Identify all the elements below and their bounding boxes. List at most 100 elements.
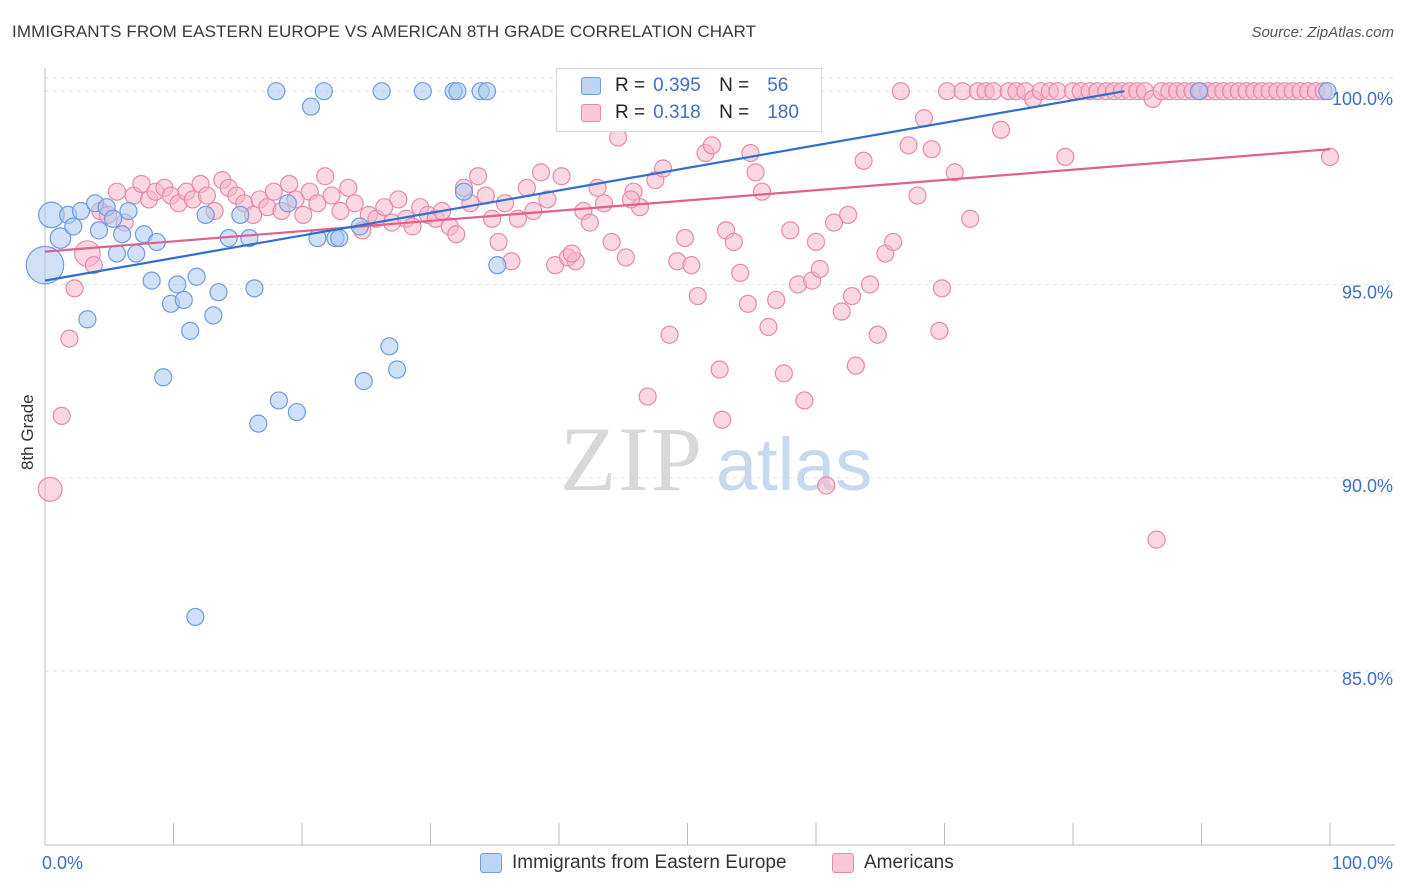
immigrants-point (301, 97, 321, 116)
americans-point (752, 182, 772, 201)
immigrants-point (119, 201, 138, 221)
americans-point (489, 232, 508, 252)
americans-point (682, 256, 701, 275)
series-americans (37, 82, 1340, 549)
immigrants-point (1189, 82, 1209, 101)
immigrants-point (112, 225, 132, 244)
tick-labels: 85.0% 90.0% 95.0% 100.0% 0.0% 100.0% (42, 89, 1393, 873)
americans-point (580, 213, 599, 232)
americans-point (562, 244, 581, 263)
immigrants-point (186, 607, 205, 627)
americans-point (953, 82, 972, 101)
americans-point (961, 209, 980, 228)
americans-point (984, 82, 1003, 101)
legend-n-value: 180 (767, 102, 799, 123)
trend-line-immigrants (44, 90, 1125, 282)
immigrants-point (71, 201, 91, 221)
americans-point (839, 205, 858, 224)
watermark-atlas: atlas (716, 423, 872, 506)
series-legend: Immigrants from Eastern Europe Americans (0, 852, 1406, 880)
americans-point (447, 225, 466, 244)
immigrants-point (187, 267, 206, 286)
legend-r-value: 0.318 (653, 102, 701, 123)
americans-point (759, 317, 778, 337)
legend-r-value: 0.395 (653, 75, 701, 96)
americans-point (713, 410, 732, 429)
immigrants-point (249, 414, 268, 433)
americans-point (594, 194, 614, 213)
immigrants-point (245, 279, 264, 298)
legend-swatch-blue (480, 853, 502, 873)
americans-point (1320, 147, 1340, 167)
source-label: Source: ZipAtlas.com (1251, 24, 1394, 41)
americans-point (653, 159, 673, 178)
watermark-zip: ZIP (560, 408, 704, 510)
y-tick-label: 90.0% (1342, 476, 1393, 496)
americans-point (468, 167, 488, 186)
immigrants-point (477, 82, 497, 101)
y-tick-label: 95.0% (1342, 282, 1393, 302)
immigrants-point (181, 321, 200, 340)
americans-point (810, 259, 829, 279)
americans-point (517, 178, 536, 197)
americans-point (891, 82, 910, 101)
immigrants-point (330, 228, 349, 248)
trend-lines (44, 90, 1331, 282)
immigrants-point (354, 372, 373, 391)
americans-point (280, 174, 299, 194)
immigrants-point (240, 228, 259, 248)
y-axis-label: 8th Grade (18, 394, 37, 470)
immigrants-point (104, 209, 123, 228)
watermark: ZIP atlas (560, 408, 872, 510)
americans-point (781, 221, 800, 240)
americans-point (724, 232, 743, 252)
americans-point (908, 186, 927, 205)
americans-point (702, 136, 722, 155)
americans-point (731, 263, 750, 282)
americans-point (308, 194, 327, 213)
immigrants-point (64, 217, 83, 236)
immigrants-point (380, 337, 399, 356)
americans-point (675, 228, 695, 248)
americans-point (868, 325, 887, 344)
americans-point (552, 167, 571, 186)
immigrants-point (413, 82, 432, 101)
immigrants-point (168, 275, 187, 294)
immigrants-point (267, 82, 286, 101)
americans-point (688, 286, 707, 306)
americans-point (1147, 530, 1166, 549)
americans-point (741, 143, 760, 163)
americans-point (1048, 82, 1067, 101)
legend-n-value: 56 (767, 75, 789, 96)
americans-point (922, 140, 941, 159)
legend-item-immigrants: Immigrants from Eastern Europe (480, 852, 787, 874)
americans-point (294, 205, 313, 224)
americans-point (197, 186, 217, 205)
americans-point (1056, 147, 1075, 167)
americans-point (495, 194, 515, 213)
americans-point (746, 163, 765, 182)
americans-point (738, 294, 757, 313)
immigrants-point (107, 244, 127, 263)
legend-n-label: N = (719, 75, 750, 96)
americans-point (710, 360, 729, 379)
americans-point (65, 279, 84, 298)
immigrants-point (287, 402, 306, 422)
americans-point (824, 213, 844, 232)
legend-label-immigrants: Immigrants from Eastern Europe (512, 852, 787, 873)
americans-point (932, 279, 952, 298)
americans-point (930, 321, 949, 340)
americans-point (914, 109, 934, 128)
americans-point (854, 151, 873, 170)
y-tick-label: 85.0% (1342, 669, 1393, 689)
series-immigrants (25, 82, 1337, 627)
americans-point (483, 209, 502, 228)
immigrants-point (25, 245, 65, 285)
americans-point (660, 325, 679, 344)
immigrants-point (78, 310, 97, 329)
americans-point (846, 356, 865, 375)
immigrants-point (89, 221, 109, 240)
americans-point (389, 190, 408, 209)
immigrants-point (1318, 82, 1337, 101)
americans-point (616, 248, 635, 267)
